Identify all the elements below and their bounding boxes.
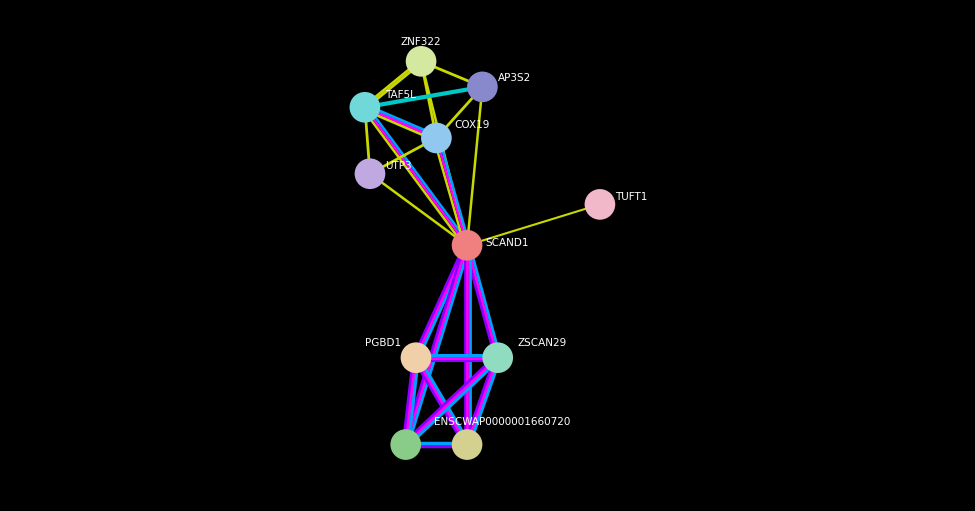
Text: ZNF322: ZNF322	[401, 37, 442, 47]
Circle shape	[467, 72, 497, 102]
Text: COX19: COX19	[454, 120, 489, 130]
Text: ZSCAN29: ZSCAN29	[517, 338, 566, 349]
Circle shape	[401, 342, 431, 373]
Text: UTP3: UTP3	[385, 161, 411, 171]
Circle shape	[483, 342, 513, 373]
Circle shape	[451, 230, 483, 261]
Circle shape	[355, 158, 385, 189]
Text: TUFT1: TUFT1	[615, 192, 647, 202]
Text: ENSCWAP0000001660720: ENSCWAP0000001660720	[434, 416, 570, 427]
Circle shape	[406, 46, 437, 77]
Text: AP3S2: AP3S2	[497, 73, 531, 83]
Text: TAF5L: TAF5L	[385, 89, 416, 100]
Circle shape	[585, 189, 615, 220]
Circle shape	[390, 429, 421, 460]
Circle shape	[349, 92, 380, 123]
Circle shape	[421, 123, 451, 153]
Text: PGBD1: PGBD1	[365, 338, 401, 349]
Circle shape	[451, 429, 483, 460]
Text: SCAND1: SCAND1	[485, 238, 528, 248]
